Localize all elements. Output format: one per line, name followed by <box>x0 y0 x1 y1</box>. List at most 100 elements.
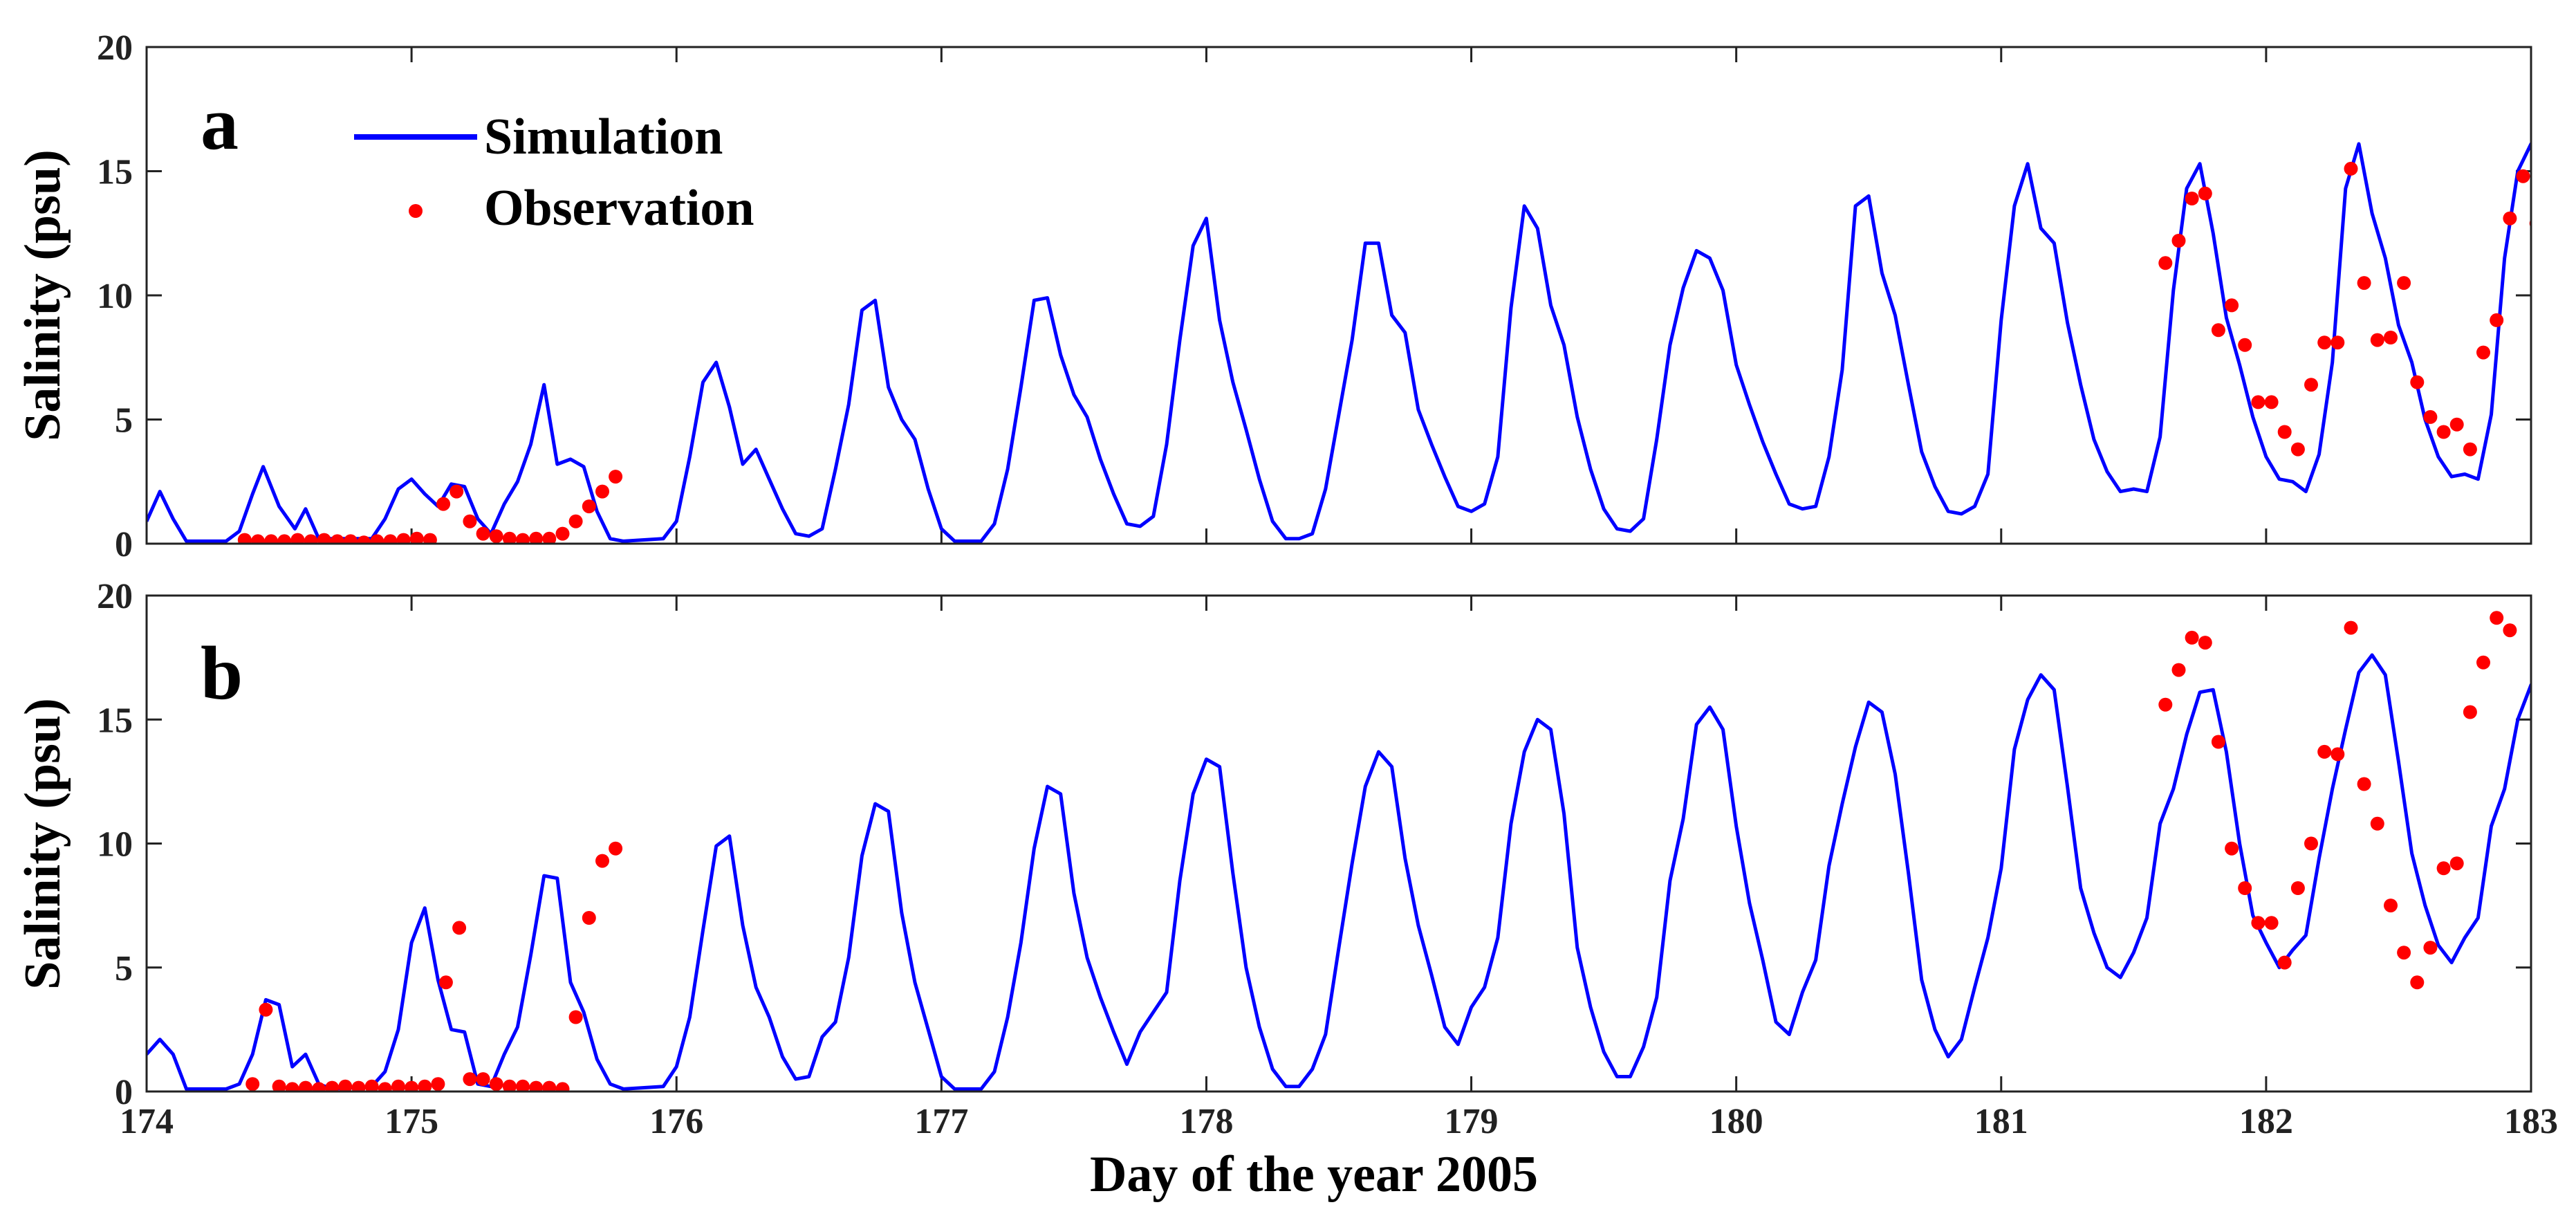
panel-b-ylabel: Salinity (psu) <box>15 698 71 990</box>
legend-observation-marker <box>409 204 423 218</box>
panel-b-observation-point <box>463 1072 477 1087</box>
panel-b-observation-point <box>391 1079 405 1091</box>
panel-b-observation-point <box>2238 881 2252 895</box>
panel-b-ytick-label: 5 <box>115 949 133 988</box>
panel-b-simulation-line <box>147 653 2531 1091</box>
panel-a-observation-point <box>250 534 265 544</box>
panel-b-ytick-label: 20 <box>97 577 133 616</box>
panel-b-observation-point <box>2344 620 2358 635</box>
panel-a-ylabel: Salinity (psu) <box>15 149 71 441</box>
panel-a-ytick-label: 20 <box>97 28 133 68</box>
panel-b: 0 5 10 15 20 b Salinity (psu) <box>15 577 2532 1112</box>
panel-a-observation-point <box>2436 425 2451 439</box>
panel-a-observation-point <box>2225 298 2239 313</box>
panel-a-observation-point <box>277 534 292 544</box>
panel-a-observation-point <box>2185 192 2199 205</box>
panel-a-observation-point <box>582 499 596 514</box>
panel-b-observation-point <box>2503 623 2517 638</box>
x-tick-label: 176 <box>649 1102 703 1141</box>
panel-b-observation-point <box>272 1079 286 1091</box>
panel-b-series <box>147 611 2531 1091</box>
panel-a-observation-point <box>450 484 464 499</box>
panel-b-observation-point <box>2290 881 2305 895</box>
panel-b-observation-point <box>2490 611 2504 625</box>
panel-a-observation-point <box>2331 335 2345 350</box>
panel-a-observation-point <box>2317 335 2332 350</box>
panel-a-observation-point <box>2490 313 2504 327</box>
panel-b-observation-point <box>542 1080 557 1091</box>
panel-b-observation-point <box>555 1082 570 1091</box>
legend-observation-label: Observation <box>484 180 754 237</box>
panel-a-ytick-label: 0 <box>115 525 133 564</box>
panel-a-observation-point <box>436 497 451 511</box>
x-tick-label: 178 <box>1179 1102 1233 1141</box>
panel-b-ytick-label: 15 <box>97 701 133 740</box>
x-axis-label: Day of the year 2005 <box>1090 1146 1538 1203</box>
panel-b-observation-point <box>298 1080 313 1091</box>
x-tick-label: 180 <box>1709 1102 1763 1141</box>
panel-a-simulation-line <box>147 142 2531 543</box>
panel-b-observation-point <box>2158 697 2173 712</box>
panel-b-observation-point <box>2225 841 2239 856</box>
panel-b-observation-point <box>325 1080 340 1091</box>
panel-b-observation-point <box>2423 941 2438 955</box>
panel-b-observation-point <box>2264 916 2279 930</box>
panel-a-frame <box>145 46 2532 545</box>
panel-b-observation-point <box>2171 663 2186 677</box>
panel-a-observation-point <box>2251 395 2265 409</box>
panel-a-observation-point <box>396 533 411 544</box>
panel-a-observation-point <box>357 535 371 544</box>
panel-a-observation-point <box>516 533 530 544</box>
panel-b-observation-point <box>364 1079 379 1091</box>
panel-a-observation-point <box>2211 323 2225 338</box>
legend-simulation-label: Simulation <box>484 109 723 165</box>
panel-a-observation-point <box>2198 186 2212 201</box>
panel-a-observation-point <box>568 514 583 528</box>
panel-a-observation-point <box>383 534 398 544</box>
panel-b-observation-point <box>489 1077 503 1091</box>
panel-a-observation-point <box>317 533 331 544</box>
panel-b-observation-point <box>418 1079 432 1091</box>
panel-b-observation-point <box>2304 836 2318 851</box>
panel-b-observation-point <box>2251 916 2265 930</box>
panel-a-observation-point <box>2171 234 2186 248</box>
panel-a-observation-point <box>2344 161 2358 176</box>
panel-b-observation-point <box>2277 955 2292 970</box>
panel-b-observation-point <box>259 1002 273 1017</box>
panel-a-observation-point <box>555 526 570 541</box>
panel-a-observation-point <box>2277 425 2292 439</box>
panel-a-observation-point <box>237 533 252 544</box>
panel-b-observation-point <box>2397 946 2411 960</box>
panel-a-observation-point <box>489 529 503 544</box>
panel-a-observation-point <box>370 534 384 544</box>
panel-a-observation-point <box>2264 395 2279 409</box>
panel-a-observation-point <box>2476 345 2490 360</box>
panel-a-observation-point <box>2410 375 2425 389</box>
x-tick-label: 177 <box>914 1102 968 1141</box>
panel-b-observation-point <box>2211 735 2225 749</box>
panel-a-observation-point <box>609 470 623 484</box>
panel-b-observation-point <box>438 975 453 990</box>
panel-a-observation-point <box>2357 276 2371 291</box>
x-tick-label: 181 <box>1974 1102 2028 1141</box>
panel-b-ytick-label: 10 <box>97 825 133 865</box>
panel-a-observation-point <box>2290 442 2305 457</box>
x-tick-label: 182 <box>2239 1102 2293 1141</box>
panel-a-observation-point <box>423 533 437 544</box>
panel-b-observation-point <box>2463 705 2477 719</box>
panel-b-observation-point <box>2384 899 2398 913</box>
x-tick-label: 179 <box>1445 1102 1499 1141</box>
panel-b-observation-point <box>2410 975 2425 990</box>
panel-b-observation-point <box>245 1077 260 1091</box>
panel-b-letter: b <box>201 631 243 715</box>
panel-b-observation-point <box>452 921 467 935</box>
panel-b-observation-point <box>2317 744 2332 759</box>
panel-a-observation-point <box>595 484 609 499</box>
x-tick-label: 183 <box>2504 1102 2558 1141</box>
panel-a-observation-point <box>2158 256 2173 270</box>
panel-a-observation-point <box>2423 409 2438 424</box>
panel-a-ytick-label: 5 <box>115 401 133 441</box>
panel-b-observation-point <box>2476 655 2490 670</box>
panel-a-series <box>147 142 2531 544</box>
panel-b-observation-point <box>582 911 596 925</box>
